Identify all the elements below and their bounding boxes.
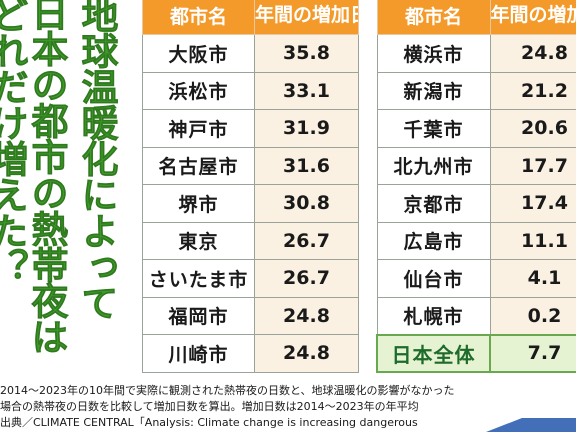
table-row: 東京 26.7: [142, 221, 359, 260]
headline-line-2: 日本の都市の熱帯夜は: [25, 0, 69, 354]
headline-line-3: どれだけ増えた？: [0, 0, 28, 284]
city-name-cell: 大阪市: [142, 34, 255, 73]
table-row: 新潟市 21.2: [376, 71, 576, 110]
increase-days-cell: 21.2: [489, 71, 576, 110]
table-row: 堺市 30.8: [142, 184, 359, 223]
city-name-cell: 川崎市: [142, 334, 255, 373]
city-name-cell: 仙台市: [376, 259, 491, 298]
footnote-source: 出典／CLIMATE CENTRAL「Analysis: Climate cha…: [0, 416, 418, 429]
increase-days-cell: 33.1: [254, 71, 359, 110]
city-name-cell: 堺市: [142, 184, 255, 223]
city-name-cell: 北九州市: [376, 146, 491, 185]
table-row: 神戸市 31.9: [142, 109, 359, 148]
increase-days-cell: 24.8: [254, 296, 359, 335]
table-row: 大阪市 35.8: [142, 34, 359, 73]
table-row: 名古屋市 31.6: [142, 146, 359, 185]
increase-days-cell: 30.8: [254, 184, 359, 223]
column-header-city: 都市名: [142, 0, 255, 35]
table-row: 京都市 17.4: [376, 184, 576, 223]
city-name-cell: 千葉市: [376, 109, 491, 148]
japan-total-label: 日本全体: [376, 333, 491, 373]
city-name-cell: 神戸市: [142, 109, 255, 148]
increase-days-cell: 31.9: [254, 109, 359, 148]
increase-days-cell: 26.7: [254, 259, 359, 298]
japan-total-days: 7.7: [489, 333, 576, 373]
footnote-calculation: 場合の熱帯夜の日数を比較して増加日数を算出。増加日数は2014～2023年の年平…: [0, 400, 419, 413]
increase-days-cell: 26.7: [254, 221, 359, 260]
city-name-cell: 浜松市: [142, 71, 255, 110]
footnote-method: 2014～2023年の10年間で実際に観測された熱帯夜の日数と、地球温暖化の影響…: [0, 384, 455, 397]
city-name-cell: 名古屋市: [142, 146, 255, 185]
footnotes: 2014～2023年の10年間で実際に観測された熱帯夜の日数と、地球温暖化の影響…: [0, 383, 576, 431]
table-row: 福岡市 24.8: [142, 296, 359, 335]
city-name-cell: 新潟市: [376, 71, 491, 110]
table-header-row: 都市名 年間の増加日数（日）: [376, 0, 576, 35]
increase-days-cell: 4.1: [489, 259, 576, 298]
increase-days-cell: 11.1: [489, 221, 576, 260]
table-row: 横浜市 24.8: [376, 34, 576, 73]
table-row: 北九州市 17.7: [376, 146, 576, 185]
japan-total-row: 日本全体 7.7: [376, 333, 576, 373]
city-name-cell: 東京: [142, 221, 255, 260]
table-header-row: 都市名 年間の増加日数（日）: [142, 0, 359, 35]
table-row: 浜松市 33.1: [142, 71, 359, 110]
increase-days-cell: 24.8: [254, 334, 359, 373]
table-row: さいたま市 26.7: [142, 259, 359, 298]
column-header-city: 都市名: [376, 0, 491, 35]
city-name-cell: さいたま市: [142, 259, 255, 298]
increase-days-cell: 17.7: [489, 146, 576, 185]
headline-line-1: 地球温暖化によって: [75, 0, 119, 320]
table-row: 広島市 11.1: [376, 221, 576, 260]
city-name-cell: 横浜市: [376, 34, 491, 73]
increase-days-cell: 20.6: [489, 109, 576, 148]
increase-days-cell: 17.4: [489, 184, 576, 223]
table-row: 札幌市 0.2: [376, 296, 576, 335]
city-name-cell: 広島市: [376, 221, 491, 260]
city-name-cell: 札幌市: [376, 296, 491, 335]
city-name-cell: 京都市: [376, 184, 491, 223]
increase-days-cell: 31.6: [254, 146, 359, 185]
table-row: 川崎市 24.8: [142, 334, 359, 373]
column-header-days: 年間の増加日数（日）: [254, 0, 359, 35]
increase-days-cell: 0.2: [489, 296, 576, 335]
increase-days-cell: 24.8: [489, 34, 576, 73]
city-name-cell: 福岡市: [142, 296, 255, 335]
table-row: 仙台市 4.1: [376, 259, 576, 298]
column-header-days: 年間の増加日数（日）: [489, 0, 576, 35]
table-row: 千葉市 20.6: [376, 109, 576, 148]
increase-days-cell: 35.8: [254, 34, 359, 73]
